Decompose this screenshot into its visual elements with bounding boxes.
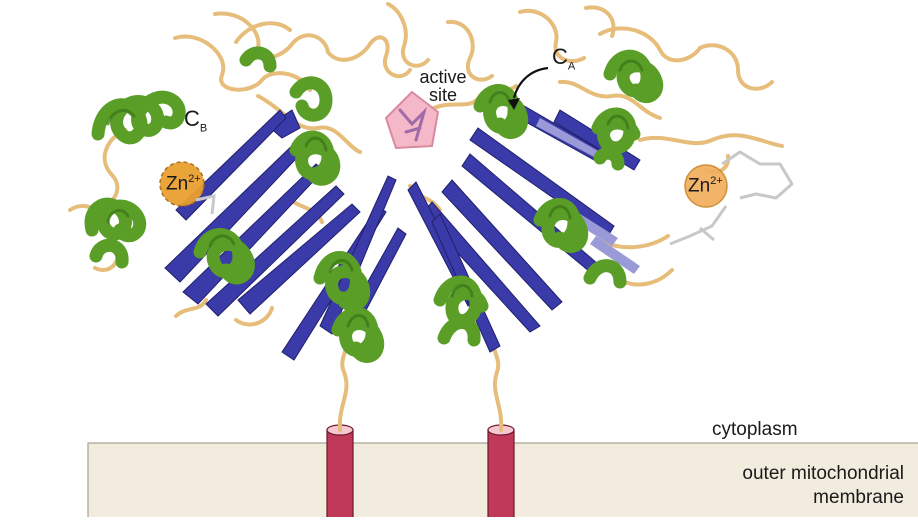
linker-right	[491, 334, 504, 432]
chain-b-label: CB	[184, 108, 207, 134]
active-site-label: active site	[417, 68, 469, 104]
zinc-left-label: Zn2+	[166, 173, 201, 195]
chain-b-subscript: B	[199, 122, 208, 135]
anchor-left	[326, 424, 354, 522]
chain-a-arrow	[512, 66, 549, 99]
anchor-right	[487, 424, 515, 522]
chain-a-subscript: A	[567, 60, 576, 73]
cytoplasm-label: cytoplasm	[712, 419, 798, 440]
membrane-label: outer mitochondrial membrane	[742, 462, 904, 510]
zinc-right-charge: 2+	[710, 175, 723, 187]
zinc-left-charge: 2+	[188, 173, 201, 185]
chain-b-letter: C	[184, 106, 200, 131]
active-site-label-line1: active	[419, 67, 467, 87]
zinc-site-left	[159, 161, 216, 215]
active-site-label-line2: site	[428, 85, 457, 105]
zinc-right-label: Zn2+	[688, 175, 723, 197]
zinc-left-symbol: Zn	[166, 173, 189, 195]
chain-a-label: CA	[552, 46, 575, 72]
membrane-label-line1: outer mitochondrial	[742, 463, 904, 484]
chain-a-letter: C	[552, 44, 568, 69]
helix-shading	[106, 59, 644, 328]
active-site	[384, 90, 440, 150]
chain-a-arrowhead	[508, 98, 520, 110]
membrane-label-line2: membrane	[813, 487, 904, 508]
zinc-right-symbol: Zn	[688, 175, 711, 197]
zinc-site-right	[669, 150, 794, 246]
